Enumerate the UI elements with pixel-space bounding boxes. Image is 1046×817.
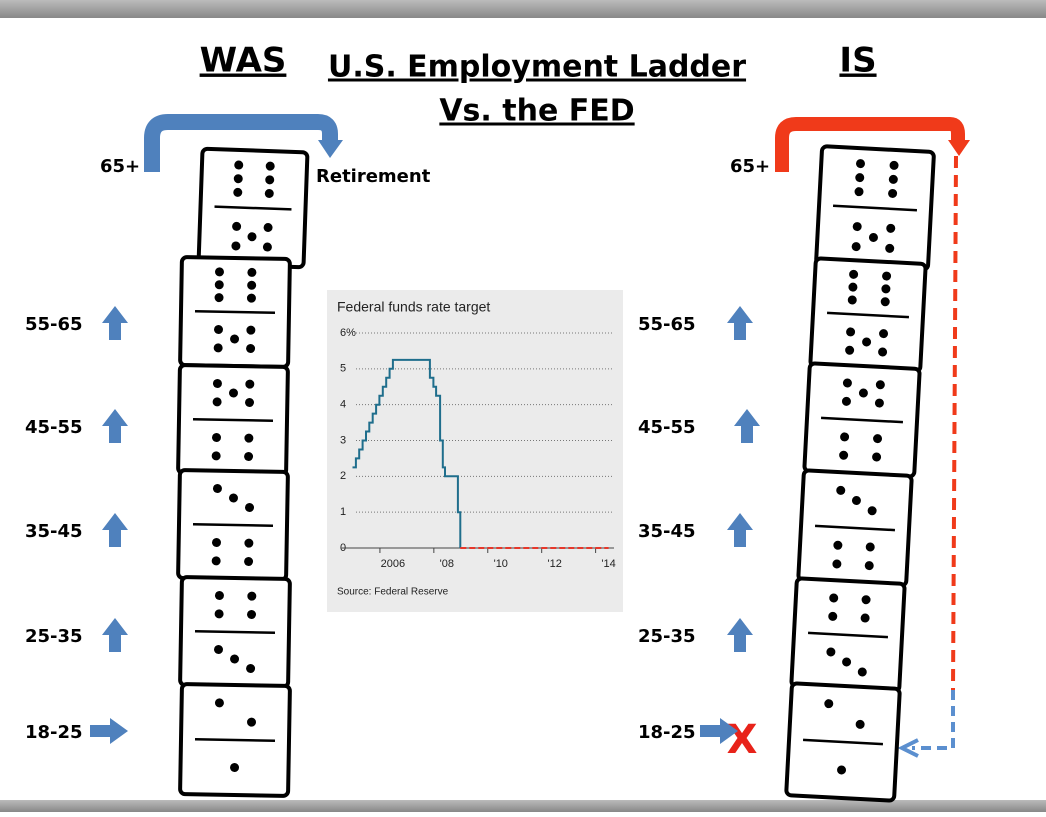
domino (178, 365, 288, 475)
y-tick-label: 1 (340, 506, 346, 518)
top-bar (0, 0, 1046, 18)
domino-divider (193, 419, 273, 420)
title: U.S. Employment Ladder (328, 50, 746, 85)
x-tick-label: '10 (494, 558, 508, 570)
arrowhead (948, 140, 970, 156)
right-heading: IS (839, 41, 876, 81)
age-label: 65+ (730, 156, 770, 177)
age-label: 65+ (100, 156, 140, 177)
domino-divider (193, 524, 273, 525)
up-arrow (727, 306, 753, 340)
x-tick-label: '14 (601, 558, 615, 570)
age-label: 18-25 (638, 722, 696, 743)
y-tick-label: 3 (340, 434, 346, 446)
domino-divider (195, 739, 275, 740)
domino (180, 577, 290, 687)
domino (810, 258, 926, 372)
age-label: 25-35 (25, 626, 83, 647)
age-label: 55-65 (25, 314, 83, 335)
y-tick-label: 2 (340, 470, 346, 482)
arrowhead (902, 740, 918, 756)
x-tick-label: '08 (440, 558, 454, 570)
domino (178, 470, 288, 580)
right-arrow (90, 718, 128, 744)
blocked-mark: X (727, 717, 758, 763)
domino-divider (195, 631, 275, 632)
dashed-path (912, 690, 953, 748)
title: Vs. the FED (439, 94, 634, 129)
domino (816, 146, 934, 270)
age-label: 35-45 (25, 521, 83, 542)
up-arrow (102, 409, 128, 443)
domino (199, 149, 308, 268)
up-arrow (727, 618, 753, 652)
age-label: 35-45 (638, 521, 696, 542)
dashed-path (953, 156, 956, 690)
up-arrow (102, 618, 128, 652)
age-label: 45-55 (638, 417, 696, 438)
up-arrow (734, 409, 760, 443)
domino (180, 684, 290, 796)
x-tick-label: '12 (548, 558, 562, 570)
domino (798, 470, 912, 586)
domino (180, 257, 290, 367)
domino-divider (195, 311, 275, 312)
retirement-label: Retirement (316, 166, 431, 187)
arrowhead (318, 140, 343, 158)
chart-background (327, 290, 623, 612)
domino (791, 578, 905, 692)
chart-title: Federal funds rate target (337, 299, 490, 315)
age-label: 45-55 (25, 417, 83, 438)
up-arrow (102, 306, 128, 340)
slide: WAS U.S. Employment Ladder Vs. the FED I… (0, 0, 1046, 812)
y-tick-label: 5 (340, 363, 346, 375)
y-tick-label: 6% (340, 327, 356, 339)
left-heading: WAS (200, 41, 287, 81)
age-label: 18-25 (25, 722, 83, 743)
chart-source: Source: Federal Reserve (337, 587, 449, 598)
up-arrow (727, 513, 753, 547)
up-arrow (102, 513, 128, 547)
x-tick-label: 2006 (381, 558, 405, 570)
age-label: 25-35 (638, 626, 696, 647)
domino (786, 683, 900, 800)
domino (804, 363, 920, 477)
age-label: 55-65 (638, 314, 696, 335)
y-tick-label: 4 (340, 399, 346, 411)
